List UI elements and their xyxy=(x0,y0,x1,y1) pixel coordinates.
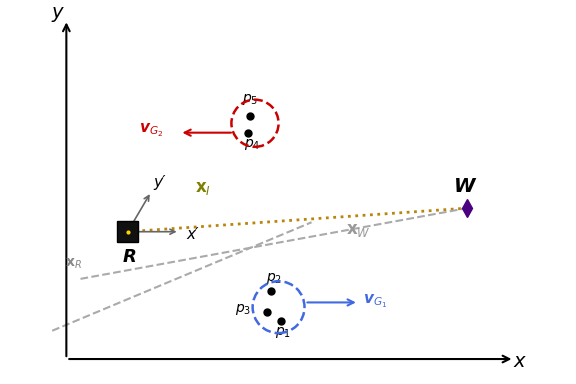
Text: W: W xyxy=(454,177,476,195)
Text: $p_{1}$: $p_{1}$ xyxy=(275,326,291,341)
Text: $p_{4}$: $p_{4}$ xyxy=(244,137,261,152)
Text: $\mathbf{x}_I$: $\mathbf{x}_I$ xyxy=(195,179,211,197)
Text: $\boldsymbol{v}_{G_2}$: $\boldsymbol{v}_{G_2}$ xyxy=(139,121,164,139)
Text: $p_{5}$: $p_{5}$ xyxy=(242,92,259,107)
Text: $p_{3}$: $p_{3}$ xyxy=(235,302,251,317)
Text: x: x xyxy=(513,352,525,371)
Text: y′: y′ xyxy=(154,175,166,190)
Text: y: y xyxy=(51,3,63,22)
Text: x′: x′ xyxy=(187,227,199,242)
Bar xyxy=(117,221,138,242)
Text: $p_{2}$: $p_{2}$ xyxy=(266,271,282,286)
Text: $\mathbf{x}_W$: $\mathbf{x}_W$ xyxy=(346,221,371,239)
Text: $\boldsymbol{v}_{G_1}$: $\boldsymbol{v}_{G_1}$ xyxy=(363,293,388,310)
Text: R: R xyxy=(123,248,137,266)
Text: $\mathbf{x}_R$: $\mathbf{x}_R$ xyxy=(65,257,82,271)
